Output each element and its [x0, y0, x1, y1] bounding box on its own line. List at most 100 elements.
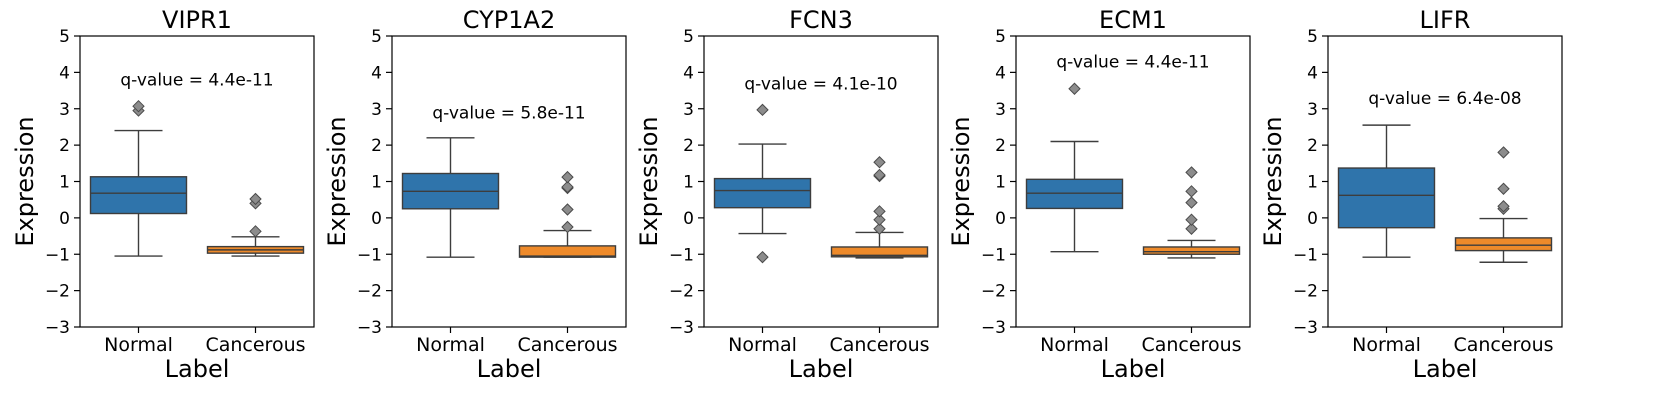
subplot-fcn3: FCN3 q-value = 4.1e-10 Label Expression …: [635, 6, 939, 383]
y-tick-label: 1: [683, 173, 694, 193]
x-tick-label-normal: Normal: [1352, 334, 1421, 356]
y-tick-label: 3: [995, 100, 1006, 120]
subplot-lifr: LIFR q-value = 6.4e-08 Label Expression …: [1259, 6, 1563, 383]
y-tick-label: −2: [669, 282, 694, 302]
y-tick-label: 5: [995, 27, 1006, 47]
outlier-point: [873, 213, 886, 226]
outlier-point: [249, 225, 262, 238]
box-cancerous: [518, 245, 617, 258]
x-tick-label-normal: Normal: [416, 334, 485, 356]
x-tick-label-cancerous: Cancerous: [829, 334, 929, 356]
outlier-point: [756, 103, 769, 117]
outlier-point: [1185, 213, 1198, 226]
y-tick-label: 0: [371, 209, 382, 229]
x-axis-label: Label: [1101, 355, 1166, 383]
subplot-ecm1: ECM1 q-value = 4.4e-11 Label Expression …: [947, 6, 1251, 383]
x-axis-label: Label: [165, 355, 230, 383]
q-value-annotation: q-value = 4.1e-10: [744, 74, 897, 94]
y-tick-label: 4: [995, 63, 1006, 83]
y-tick-label: 3: [683, 100, 694, 120]
chart-title: CYP1A2: [463, 6, 555, 34]
outlier-point: [249, 192, 262, 206]
y-tick-label: 2: [59, 136, 70, 156]
q-value-annotation: q-value = 5.8e-11: [432, 103, 585, 123]
y-tick-label: −2: [981, 282, 1006, 302]
outlier-point: [1185, 196, 1198, 209]
y-tick-label: 4: [371, 63, 382, 83]
outlier-point: [561, 203, 574, 216]
y-tick-label: 5: [683, 27, 694, 47]
box-normal: [1337, 167, 1436, 229]
subplot-cyp1a2: CYP1A2 q-value = 5.8e-11 Label Expressio…: [323, 6, 627, 383]
chart-title: FCN3: [789, 6, 853, 34]
y-tick-label: 0: [683, 209, 694, 229]
y-axis-label: Expression: [635, 116, 663, 246]
outlier-point: [561, 170, 574, 184]
subplot-vipr1: VIPR1 q-value = 4.4e-11 Label Expression…: [11, 6, 315, 383]
y-tick-label: 4: [59, 63, 70, 83]
outlier-point: [1068, 82, 1081, 95]
y-axis-label: Expression: [947, 116, 975, 246]
y-tick-label: 1: [371, 173, 382, 193]
x-tick-label-cancerous: Cancerous: [1453, 334, 1553, 356]
x-axis-label: Label: [789, 355, 854, 383]
x-axis-label: Label: [477, 355, 542, 383]
outlier-point: [1185, 185, 1198, 198]
x-tick-label-normal: Normal: [104, 334, 173, 356]
outlier-point: [873, 205, 886, 218]
box-normal: [89, 176, 188, 215]
x-tick-label-normal: Normal: [1040, 334, 1109, 356]
chart-title: LIFR: [1420, 6, 1471, 34]
y-tick-label: 5: [59, 27, 70, 47]
y-tick-label: 3: [59, 100, 70, 120]
x-tick-label-normal: Normal: [728, 334, 797, 356]
y-tick-label: 2: [995, 136, 1006, 156]
y-tick-label: 1: [995, 173, 1006, 193]
y-tick-label: 5: [1307, 27, 1318, 47]
y-tick-label: 4: [1307, 63, 1318, 83]
y-tick-label: −3: [357, 318, 382, 338]
y-tick-label: 0: [1307, 209, 1318, 229]
outlier-point: [1185, 166, 1198, 179]
outlier-point: [132, 99, 145, 113]
y-tick-label: −3: [1293, 318, 1318, 338]
x-tick-label-cancerous: Cancerous: [205, 334, 305, 356]
y-tick-label: −1: [357, 245, 382, 265]
x-axis-label: Label: [1413, 355, 1478, 383]
y-tick-label: −2: [1293, 282, 1318, 302]
outlier-point: [873, 222, 886, 235]
y-tick-label: 2: [1307, 136, 1318, 156]
y-tick-label: 4: [683, 63, 694, 83]
y-tick-label: −3: [981, 318, 1006, 338]
chart-title: ECM1: [1099, 6, 1167, 34]
y-tick-label: 0: [995, 209, 1006, 229]
y-tick-label: −2: [357, 282, 382, 302]
outlier-point: [561, 180, 574, 194]
outlier-point: [1185, 222, 1198, 235]
outlier-point: [561, 220, 574, 234]
y-tick-label: 3: [371, 100, 382, 120]
q-value-annotation: q-value = 4.4e-11: [1056, 52, 1209, 72]
y-tick-label: −3: [669, 318, 694, 338]
q-value-annotation: q-value = 4.4e-11: [120, 71, 273, 91]
y-tick-label: 1: [1307, 173, 1318, 193]
outlier-point: [756, 250, 769, 264]
x-tick-label-cancerous: Cancerous: [1141, 334, 1241, 356]
outlier-point: [1497, 182, 1510, 195]
y-tick-label: 2: [683, 136, 694, 156]
y-tick-label: −1: [45, 245, 70, 265]
outlier-point: [1497, 200, 1510, 213]
y-axis-label: Expression: [11, 116, 39, 246]
box-cancerous: [1142, 246, 1241, 255]
y-axis-label: Expression: [323, 116, 351, 246]
x-tick-label-cancerous: Cancerous: [517, 334, 617, 356]
y-tick-label: −1: [1293, 245, 1318, 265]
chart-title: VIPR1: [162, 6, 232, 34]
box-normal: [713, 177, 812, 209]
y-tick-label: 3: [1307, 100, 1318, 120]
y-tick-label: 5: [371, 27, 382, 47]
y-tick-label: −2: [45, 282, 70, 302]
y-axis-label: Expression: [1259, 116, 1287, 246]
y-tick-label: 0: [59, 209, 70, 229]
